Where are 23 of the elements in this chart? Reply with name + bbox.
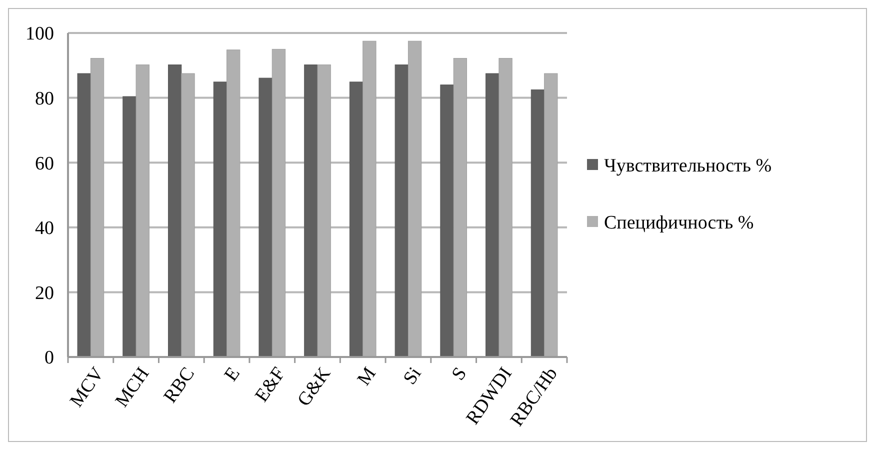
bar — [440, 84, 454, 358]
y-tick-label: 20 — [35, 282, 54, 304]
x-tick-label: Si — [399, 364, 426, 389]
legend-label: Специфичность % — [604, 212, 754, 234]
bar — [304, 64, 318, 358]
y-tick-label: 80 — [35, 88, 54, 110]
bar — [394, 64, 408, 358]
bar — [168, 64, 182, 358]
y-tick-label: 60 — [35, 153, 54, 174]
x-tick-label: S — [448, 364, 472, 384]
legend-label: Чувствительность % — [604, 156, 772, 177]
y-tick-label: 0 — [44, 348, 54, 369]
x-tick-label: E — [220, 364, 244, 386]
bar — [122, 96, 136, 358]
bar — [530, 89, 545, 358]
bar — [213, 82, 228, 358]
y-tick-label: 40 — [35, 218, 54, 240]
bar — [258, 78, 272, 358]
x-tick-label: M — [354, 364, 380, 390]
y-tick-label: 100 — [26, 24, 54, 45]
bar — [486, 73, 500, 358]
bar — [77, 73, 91, 358]
bar — [349, 82, 364, 358]
